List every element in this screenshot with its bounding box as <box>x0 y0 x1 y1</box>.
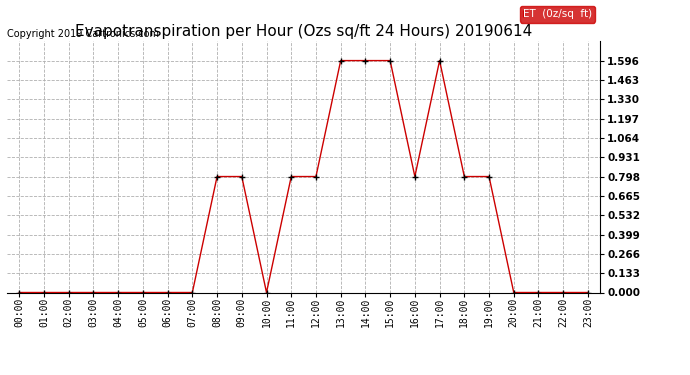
Title: Evapotranspiration per Hour (Ozs sq/ft 24 Hours) 20190614: Evapotranspiration per Hour (Ozs sq/ft 2… <box>75 24 532 39</box>
Legend: ET  (0z/sq  ft): ET (0z/sq ft) <box>520 6 595 22</box>
Text: Copyright 2019 Cartronics.com: Copyright 2019 Cartronics.com <box>7 29 159 39</box>
